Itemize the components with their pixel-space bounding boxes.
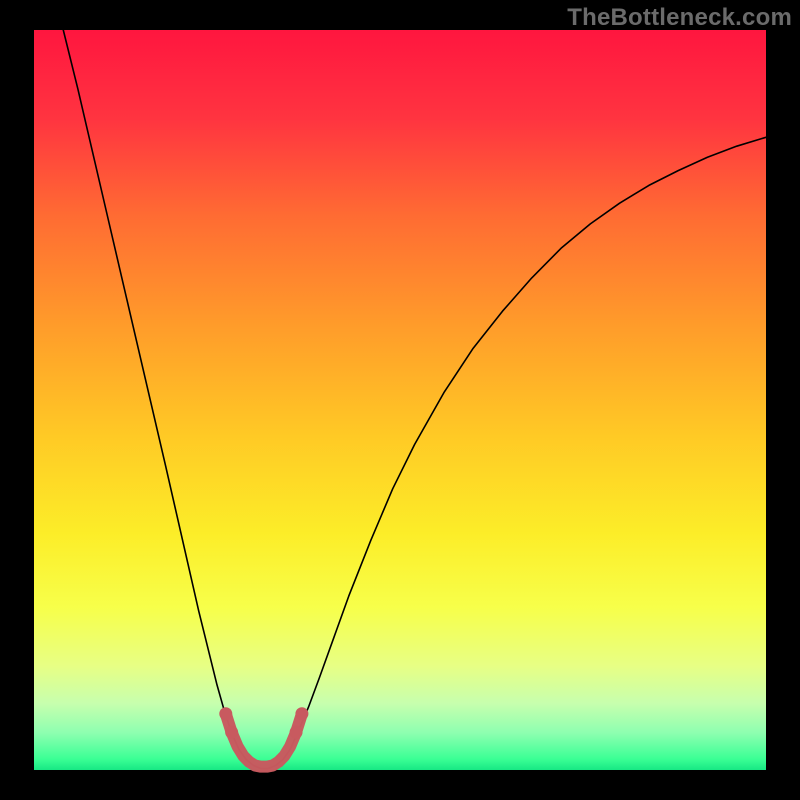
highlight-marker: [290, 726, 303, 739]
chart-container: TheBottleneck.com: [0, 0, 800, 800]
bottleneck-curve-chart: [0, 0, 800, 800]
highlight-marker: [295, 707, 308, 720]
highlight-marker: [225, 726, 238, 739]
highlight-marker: [219, 707, 232, 720]
watermark-text: TheBottleneck.com: [567, 4, 792, 32]
plot-background: [34, 30, 766, 770]
